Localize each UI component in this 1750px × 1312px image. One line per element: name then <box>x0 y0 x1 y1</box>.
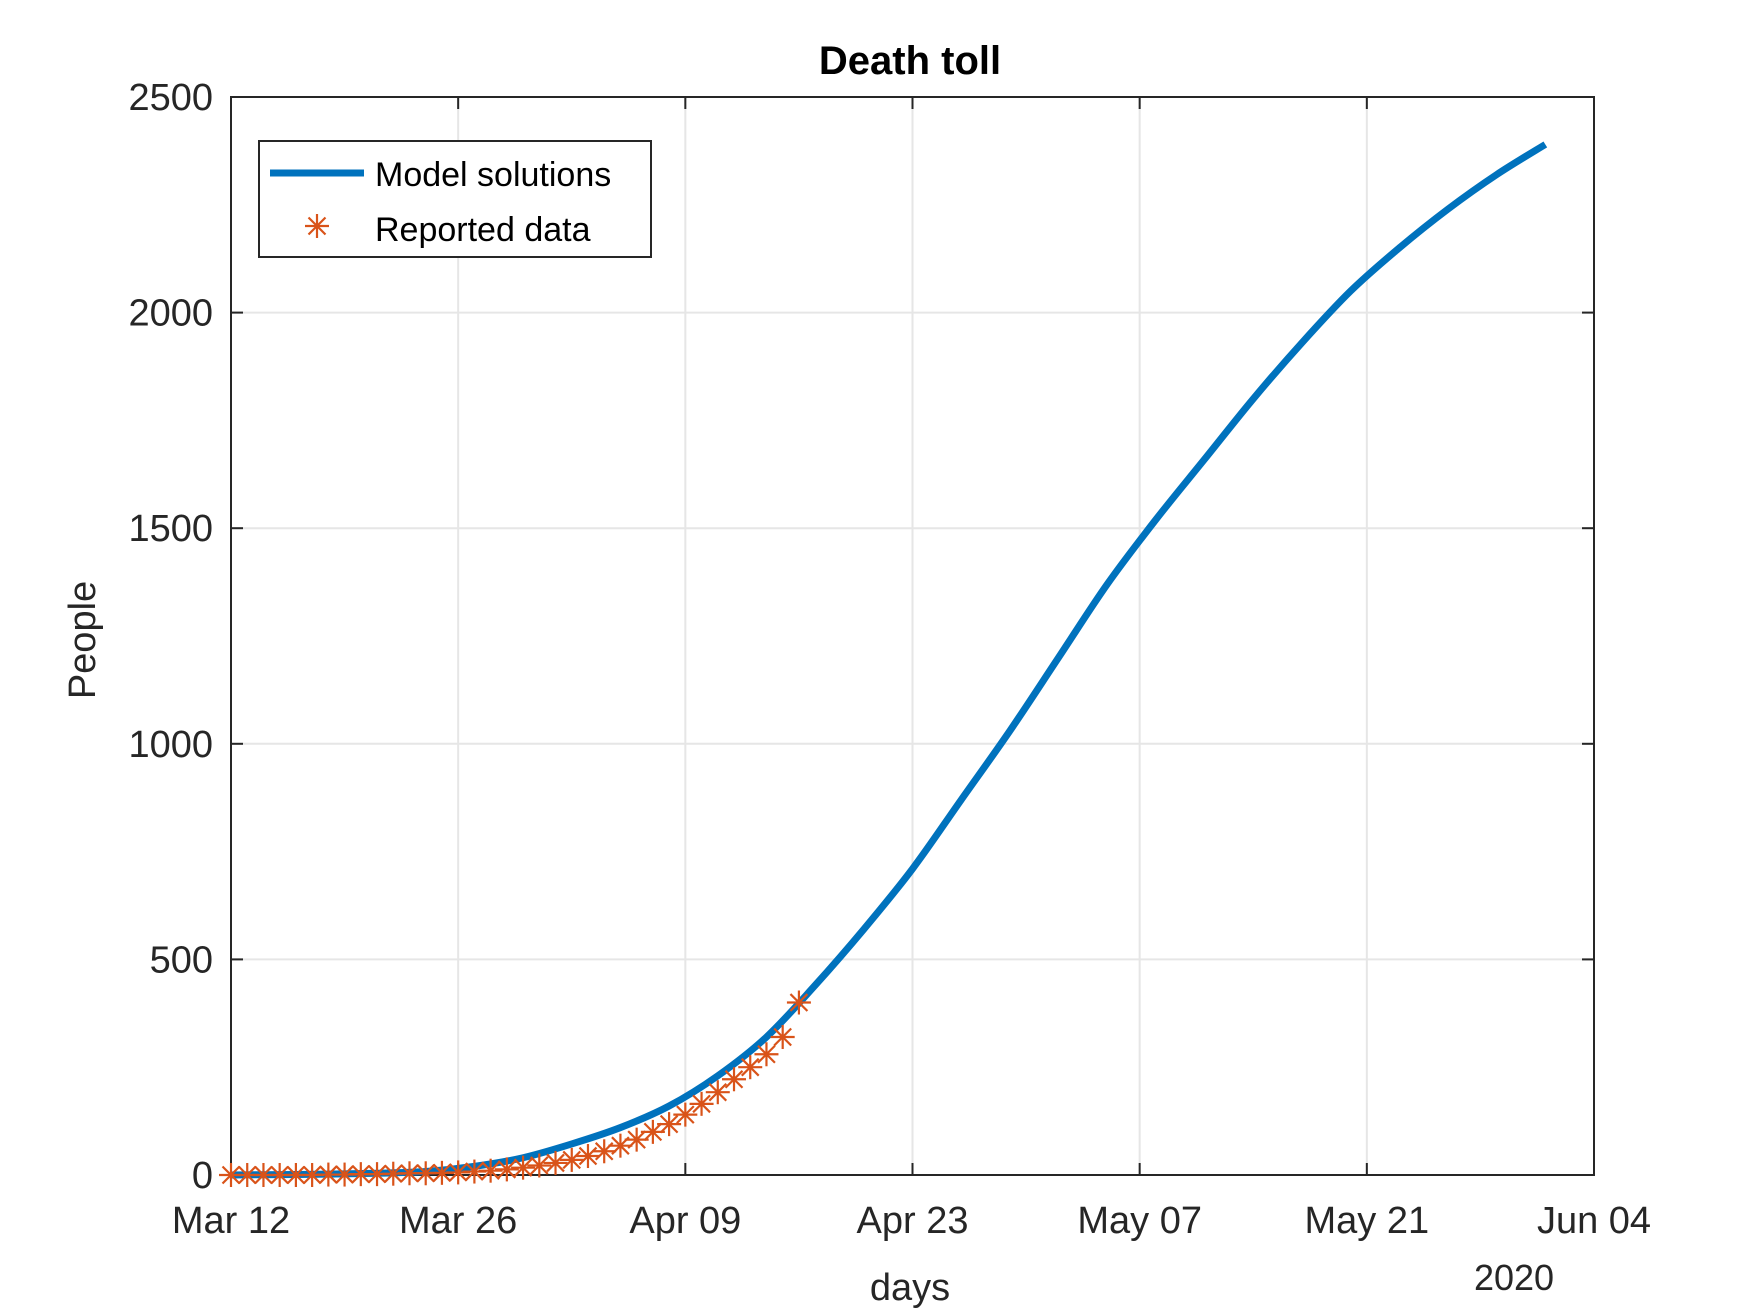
reported-data-point <box>575 1144 600 1169</box>
x-tick-label: Apr 23 <box>857 1200 969 1242</box>
legend-reported-star <box>305 214 329 238</box>
x-tick-label: Apr 09 <box>629 1200 741 1242</box>
reported-data-point <box>267 1163 292 1187</box>
x-tick-labels: Mar 12 Mar 26 Apr 09 Apr 23 May 07 May 21 Jun … <box>172 1200 1651 1242</box>
y-tick-labels: 0 500 1000 1500 2000 2500 <box>128 77 213 1197</box>
x-axis-label: days <box>870 1267 950 1309</box>
chart-title: Death toll <box>819 39 1001 83</box>
reported-data-point <box>657 1112 682 1137</box>
reported-data-point <box>478 1158 503 1183</box>
legend-reported-label: Reported data <box>375 211 591 249</box>
reported-data-point <box>754 1042 779 1067</box>
reported-data-point <box>397 1161 422 1186</box>
model-solutions-line <box>230 141 1548 1179</box>
reported-data-point <box>738 1055 763 1080</box>
legend-model-label: Model solutions <box>375 156 611 194</box>
x-tick-label: May 07 <box>1077 1200 1202 1242</box>
reported-data-point <box>770 1025 795 1050</box>
y-tick-label: 0 <box>192 1155 213 1197</box>
reported-data-point <box>235 1163 260 1187</box>
y-tick-label: 2500 <box>128 77 213 119</box>
y-axis-label: People <box>62 581 104 699</box>
x-tick-label: Mar 12 <box>172 1200 290 1242</box>
reported-data-point <box>559 1147 584 1172</box>
reported-data-point <box>283 1163 308 1187</box>
reported-data-point <box>429 1160 454 1185</box>
legend-box <box>258 140 652 258</box>
reported-data-point <box>511 1155 536 1180</box>
legend: Model solutions Reported data <box>258 140 652 258</box>
reported-data-point <box>786 990 811 1015</box>
y-tick-label: 1500 <box>128 508 213 550</box>
series-layer <box>219 141 1548 1187</box>
x-tick-label: May 21 <box>1305 1200 1430 1242</box>
reported-data-point <box>543 1150 568 1175</box>
reported-data-point <box>689 1091 714 1116</box>
reported-data-point <box>722 1067 747 1092</box>
reported-data-point <box>527 1153 552 1178</box>
reported-data-point <box>608 1133 633 1158</box>
reported-data-point <box>673 1102 698 1127</box>
reported-data-point <box>316 1162 341 1187</box>
x-axis-year-label: 2020 <box>1474 1257 1554 1298</box>
y-tick-label: 2000 <box>128 293 213 335</box>
reported-data-point <box>705 1080 730 1105</box>
x-tick-label: Mar 26 <box>399 1200 517 1242</box>
reported-data-point <box>494 1157 519 1182</box>
x-tick-label: Jun 04 <box>1537 1200 1651 1242</box>
reported-data-point <box>592 1139 617 1164</box>
legend-reported-marker-swatch <box>305 214 329 238</box>
y-tick-label: 500 <box>150 939 213 981</box>
y-tick-label: 1000 <box>128 724 213 766</box>
